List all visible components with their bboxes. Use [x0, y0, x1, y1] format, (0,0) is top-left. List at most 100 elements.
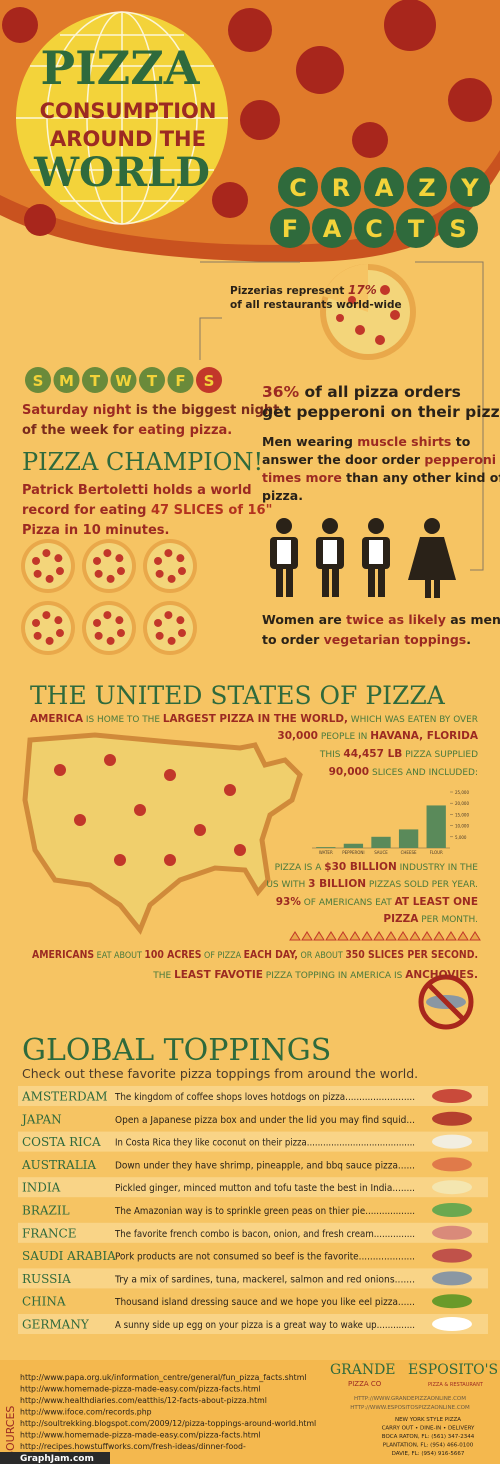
- text-segment: 90,000: [329, 766, 370, 778]
- day-circle: [110, 367, 137, 393]
- text-segment: Men wearing: [262, 434, 357, 449]
- footer-url: HTTP://WWW.GRANDEPIZZAONLINE.COM: [354, 1396, 466, 1402]
- section-title: PIZZA CHAMPION!: [22, 448, 263, 476]
- us-line: THE LEAST FAVOTIE PIZZA TOPPING IN AMERI…: [152, 969, 478, 981]
- watermark-band: [0, 1452, 110, 1464]
- row-stripe: [18, 1314, 488, 1334]
- topping-text: Thousand island dressing sauce and we ho…: [114, 1297, 415, 1308]
- text-segment: as men: [446, 612, 500, 627]
- country: BRAZIL: [22, 1204, 70, 1218]
- letter-circle: [364, 167, 404, 207]
- text-segment: than any other kind of: [342, 470, 500, 485]
- slice-icon: [361, 931, 373, 941]
- letter-circle: [438, 208, 478, 248]
- text-segment: to order: [262, 632, 324, 647]
- pizza-icon-pepperoni: [55, 629, 64, 638]
- us-line: US WITH 3 BILLION PIZZAS SOLD PER YEAR.: [266, 878, 478, 890]
- text-segment: ANCHOVIES.: [405, 969, 478, 981]
- text-segment: US WITH: [266, 880, 308, 890]
- topping-icon: [432, 1271, 472, 1286]
- day-circle: [139, 367, 165, 393]
- pizza-icon-pepperoni: [167, 636, 176, 645]
- x-tick-label: SAUCE: [374, 850, 388, 855]
- text-segment: Pizza in 10 minutes.: [22, 523, 170, 538]
- footer-url: HTTP://WWW.ESPOSITOSPIZZAONLINE.COM: [350, 1405, 470, 1411]
- pizza-icon-pepperoni: [94, 631, 103, 640]
- letter: T: [408, 215, 425, 243]
- pizza-icon-pepperoni: [93, 618, 102, 627]
- source-url: http://www.ifoce.com/records.php: [20, 1408, 152, 1417]
- text-segment: INDUSTRY IN THE: [397, 863, 479, 873]
- text-line: of all restaurants world-wide: [230, 299, 402, 311]
- topping-text: The Amazonian way is to sprinkle green p…: [114, 1206, 415, 1217]
- slice-icon: [337, 931, 349, 941]
- source-url: http://www.homemade-pizza-made-easy.com/…: [20, 1431, 261, 1440]
- topping-text: In Costa Rica they like coconut on their…: [115, 1138, 415, 1149]
- text-segment: of the week for: [22, 423, 138, 438]
- text-segment: PEOPLE IN: [318, 732, 370, 742]
- slice-icon: [349, 931, 361, 941]
- topping-text: The kingdom of coffee shops loves hotdog…: [114, 1092, 415, 1103]
- slice-icon: [301, 931, 313, 941]
- pizza-icon-pepperoni: [93, 556, 102, 565]
- text-segment: OR ABOUT: [298, 951, 345, 961]
- text-segment: AT LEAST ONE: [395, 896, 478, 908]
- us-line: 93% OF AMERICANS EAT AT LEAST ONE: [276, 896, 478, 908]
- source-url: http://soultrekking.blogspot.com/2009/12…: [20, 1419, 316, 1428]
- letter-circle: [278, 167, 318, 207]
- text-segment: twice as likely: [346, 612, 446, 627]
- us-line: 90,000 SLICES AND INCLUDED:: [329, 766, 478, 778]
- country: JAPAN: [20, 1112, 62, 1126]
- country: FRANCE: [22, 1226, 76, 1240]
- text-segment: HAVANA, FLORIDA: [370, 730, 479, 742]
- pizza-icon-pepperoni: [103, 549, 112, 558]
- text-line: Patrick Bertoletti holds a world: [22, 483, 252, 498]
- text-segment: 100 ACRES: [144, 949, 201, 961]
- pizza-icon-pepperoni: [106, 574, 115, 583]
- day-circle: [25, 367, 51, 393]
- x-tick-label: PEPPERONI: [342, 850, 364, 855]
- section-subtitle: Check out these favorite pizza toppings …: [22, 1066, 418, 1081]
- text-segment: .: [466, 632, 471, 647]
- country: RUSSIA: [22, 1272, 71, 1286]
- text-segment: $30 BILLION: [324, 861, 397, 873]
- letter: C: [365, 215, 383, 243]
- text-segment: WHICH WAS EATEN BY OVER: [348, 715, 478, 725]
- topping-icon: [432, 1134, 472, 1149]
- us-line: 30,000 PEOPLE IN HAVANA, FLORIDA: [277, 730, 478, 742]
- watermark: GraphJam.com: [20, 1454, 94, 1464]
- letter: A: [323, 215, 342, 243]
- text-line: to order vegetarian toppings.: [262, 632, 471, 647]
- footer-info: BOCA RATON, FL: (561) 347-2344: [382, 1434, 475, 1440]
- pizza-icon-pepperoni: [177, 567, 186, 576]
- slice-icon: [409, 931, 421, 941]
- bar: [316, 847, 336, 848]
- footer-info: PLANTATION, FL: (954) 466-0100: [383, 1443, 474, 1449]
- letter: Y: [460, 174, 479, 202]
- subtitle: WORLD: [33, 149, 210, 196]
- pizza-icon-pepperoni: [45, 574, 54, 583]
- footer-info: DAVIE, FL: (954) 916-5667: [392, 1451, 465, 1457]
- text-segment: 93%: [276, 896, 302, 908]
- text-segment: is the biggest night: [131, 403, 279, 418]
- logo-sub: PIZZA & RESTAURANT: [428, 1382, 484, 1388]
- country: COSTA RICA: [22, 1135, 101, 1149]
- text-line: Pizzerias represent 17%: [230, 283, 377, 297]
- pizza-icon-pepperoni: [115, 616, 124, 625]
- text-segment: PIZZAS SOLD PER YEAR.: [366, 880, 478, 890]
- pizza-icon-pepperoni: [115, 554, 124, 563]
- pizza-icon-pepperoni: [155, 569, 164, 578]
- y-tick-label: 15,000: [455, 812, 469, 817]
- text-segment: get pepperoni on their pizza.: [262, 403, 500, 421]
- text-segment: 36%: [262, 383, 300, 401]
- map-toppings: [54, 754, 246, 866]
- day-letter: S: [33, 372, 44, 390]
- pizza-icon-pepperoni: [176, 616, 185, 625]
- pizza-icon-pepperoni: [164, 549, 173, 558]
- letter-circle: [396, 208, 436, 248]
- pizza-icon-pepperoni: [154, 618, 163, 627]
- text-segment: vegetarian toppings: [324, 632, 467, 647]
